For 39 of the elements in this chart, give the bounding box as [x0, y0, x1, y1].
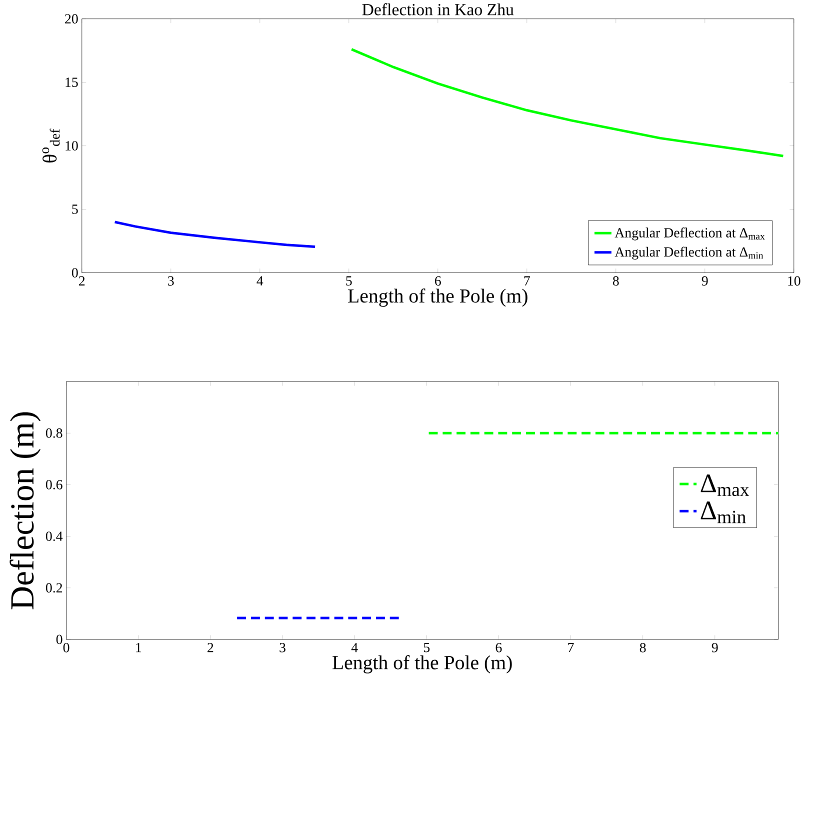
y-tick-label: 0 — [56, 634, 62, 644]
x-tick-label: 9 — [702, 276, 708, 286]
y-tick-label: 15 — [66, 78, 78, 87]
y-tick-label: 20 — [65, 14, 78, 24]
y-axis-title: Deflection (m) — [10, 412, 41, 610]
x-tick-label: 3 — [168, 276, 174, 286]
y-tick-label: 0.6 — [46, 480, 63, 490]
y-tick-label: 5 — [72, 204, 78, 214]
x-tick-label: 6 — [435, 276, 442, 286]
x-axis-title: Length of the Pole (m) — [348, 288, 528, 307]
x-tick-label: 2 — [79, 276, 85, 286]
x-tick-label: 1 — [136, 642, 142, 652]
line-series — [350, 48, 785, 158]
x-tick-label: 8 — [613, 276, 620, 286]
y-tick-label: 10 — [66, 141, 78, 150]
legend-label: Angular Deflection at Δ$_{min}$ — [615, 246, 764, 260]
chart-title: Deflection in Kao Zhu — [362, 3, 514, 16]
x-tick-label: 4 — [256, 276, 264, 286]
y-tick-label: 0 — [72, 268, 78, 278]
legend-label: Angular Deflection at Δ$_{max}$ — [615, 228, 765, 240]
y-tick-label: 0.2 — [46, 583, 62, 593]
x-tick-label: 3 — [280, 642, 286, 652]
y-axis-title: θ$^{o}$def — [42, 128, 60, 162]
x-tick-label: 6 — [496, 642, 502, 652]
x-tick-label: 10 — [788, 276, 801, 286]
x-tick-label: 5 — [424, 642, 430, 652]
legend-label: Δ$_{max}$ — [701, 474, 750, 496]
x-tick-label: 2 — [208, 642, 214, 652]
x-tick-label: 7 — [524, 276, 530, 286]
line-series — [114, 220, 317, 248]
x-axis-title: Length of the Pole (m) — [332, 655, 512, 674]
x-tick-label: 8 — [640, 642, 646, 652]
y-tick-label: 0.4 — [46, 532, 63, 542]
x-tick-label: 9 — [712, 642, 718, 652]
x-tick-label: 4 — [352, 642, 358, 652]
y-tick-label: 0.8 — [46, 428, 62, 438]
x-tick-label: 5 — [346, 276, 352, 286]
legend-label: Δ$_{min}$ — [701, 502, 746, 524]
x-tick-label: 7 — [568, 642, 574, 652]
